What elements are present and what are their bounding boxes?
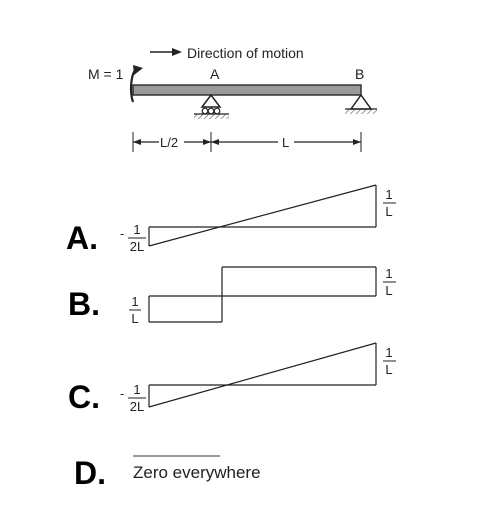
option-b-letter: B. xyxy=(68,286,100,322)
beam-figure: Direction of motion M = 1 A B xyxy=(88,45,377,152)
option-c-diagram xyxy=(148,342,377,408)
option-a-diagram xyxy=(148,184,377,247)
svg-text:L: L xyxy=(385,204,392,219)
svg-text:1: 1 xyxy=(385,345,392,360)
option-d-text: Zero everywhere xyxy=(133,463,261,482)
option-c[interactable]: C. - 1 2L 1 L xyxy=(68,342,396,415)
svg-text:2L: 2L xyxy=(130,239,144,254)
dim-right-label: L xyxy=(282,135,289,150)
option-b-left-value: 1 L xyxy=(129,294,141,326)
direction-arrow xyxy=(150,48,182,56)
svg-text:1: 1 xyxy=(133,382,140,397)
support-b-label: B xyxy=(355,66,364,82)
option-a-letter: A. xyxy=(66,220,98,256)
option-a[interactable]: A. - 1 2L 1 L xyxy=(66,184,396,256)
svg-text:2L: 2L xyxy=(130,399,144,414)
option-c-letter: C. xyxy=(68,379,100,415)
option-c-left-value: - 1 2L xyxy=(120,382,146,414)
moment-arrow-icon xyxy=(129,65,143,103)
svg-text:1: 1 xyxy=(385,187,392,202)
dimension-line xyxy=(132,132,362,152)
option-d[interactable]: D. xyxy=(74,455,220,491)
option-c-right-value: 1 L xyxy=(383,345,396,377)
support-a-label: A xyxy=(210,66,220,82)
svg-text:L: L xyxy=(385,283,392,298)
svg-text:1: 1 xyxy=(131,294,138,309)
option-d-letter: D. xyxy=(74,455,106,491)
roller-support-a xyxy=(194,93,229,119)
svg-text:-: - xyxy=(120,386,124,401)
option-b[interactable]: B. 1 L 1 L xyxy=(68,266,396,326)
pin-support-b xyxy=(345,93,377,114)
option-a-right-value: 1 L xyxy=(383,187,396,219)
svg-text:L: L xyxy=(131,311,138,326)
option-a-left-value: - 1 2L xyxy=(120,222,146,254)
svg-text:1: 1 xyxy=(385,266,392,281)
svg-text:-: - xyxy=(120,226,124,241)
dim-left-label: L/2 xyxy=(160,135,178,150)
option-b-diagram xyxy=(148,266,377,323)
direction-label: Direction of motion xyxy=(187,45,304,61)
svg-text:1: 1 xyxy=(133,222,140,237)
svg-text:L: L xyxy=(385,362,392,377)
beam xyxy=(132,84,362,96)
option-b-right-value: 1 L xyxy=(383,266,396,298)
moment-label: M = 1 xyxy=(88,66,124,82)
